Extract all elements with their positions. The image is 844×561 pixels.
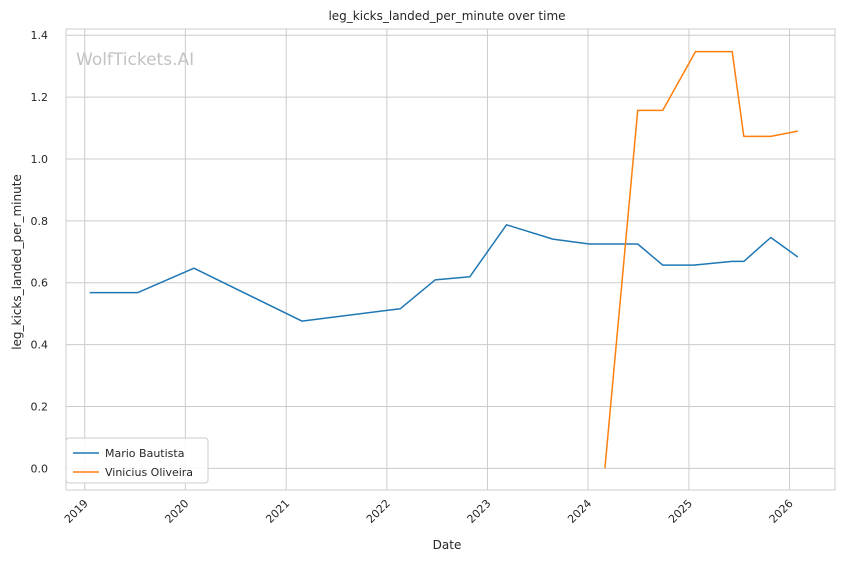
y-tick-label: 0.6 [31, 277, 49, 290]
series-line-2 [604, 50, 798, 469]
y-tick-label: 1.2 [31, 91, 49, 104]
y-tick-labels: 0.0 0.2 0.4 0.6 0.8 1.0 1.2 1.4 [31, 29, 49, 475]
chart-title: leg_kicks_landed_per_minute over time [328, 9, 565, 23]
y-tick-label: 0.2 [31, 400, 49, 413]
y-tick-label: 1.4 [31, 29, 49, 42]
y-tick-label: 0.4 [31, 339, 49, 352]
legend-label-2: Vinicius Oliveira [105, 466, 193, 479]
plot-frame [65, 28, 836, 491]
y-axis-label: leg_kicks_landed_per_minute [10, 174, 24, 350]
legend-label-1: Mario Bautista [105, 447, 184, 460]
y-tick-label: 1.0 [31, 153, 49, 166]
y-tick-label: 0.0 [31, 462, 49, 475]
legend-box [65, 437, 209, 484]
y-tick-label: 0.8 [31, 215, 49, 228]
series-layer [89, 50, 799, 469]
series-line-1 [89, 224, 799, 322]
watermark: WolfTickets.AI [76, 50, 194, 70]
x-axis-label: Date [433, 538, 462, 552]
legend: Mario Bautista Vinicius Oliveira [65, 437, 209, 484]
